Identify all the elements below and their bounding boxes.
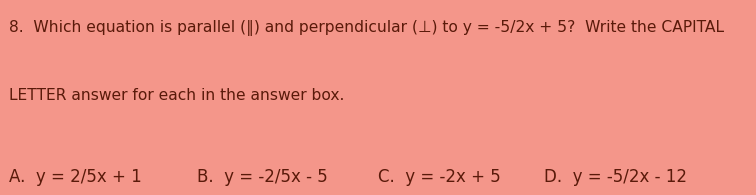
Text: LETTER answer for each in the answer box.: LETTER answer for each in the answer box… (9, 88, 345, 103)
Text: B.  y = -2/5x - 5: B. y = -2/5x - 5 (197, 168, 327, 186)
Text: D.  y = -5/2x - 12: D. y = -5/2x - 12 (544, 168, 687, 186)
Text: A.  y = 2/5x + 1: A. y = 2/5x + 1 (9, 168, 142, 186)
Text: 8.  Which equation is parallel (‖) and perpendicular (⊥) to y = -5/2x + 5?  Writ: 8. Which equation is parallel (‖) and pe… (9, 20, 724, 35)
Text: C.  y = -2x + 5: C. y = -2x + 5 (378, 168, 500, 186)
